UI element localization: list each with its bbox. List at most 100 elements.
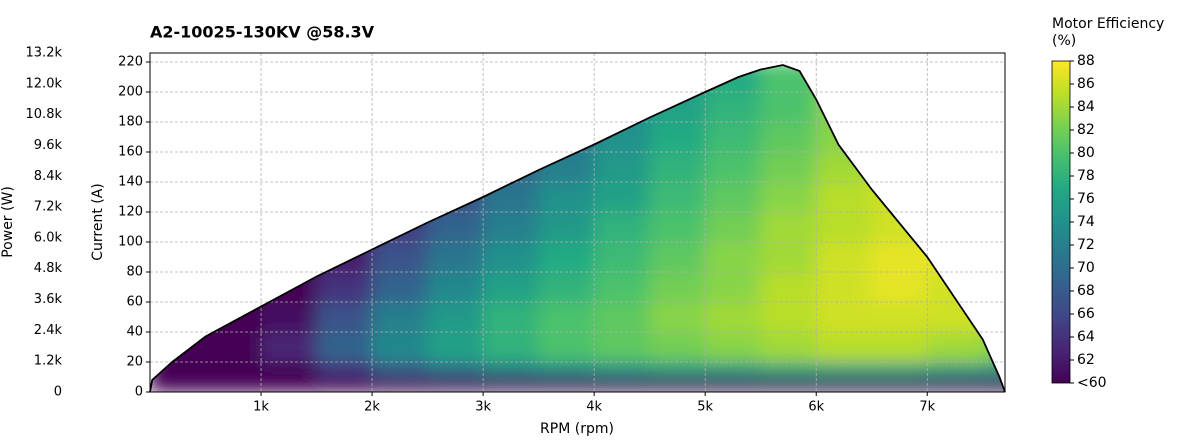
heat-cell xyxy=(815,65,873,93)
heat-cell xyxy=(427,241,484,273)
colorbar-tick-label: 66 xyxy=(1077,306,1095,322)
x-tick-label: 5k xyxy=(697,400,713,415)
heat-cell xyxy=(982,376,1005,392)
heat-cell xyxy=(982,121,1005,153)
heat-cell xyxy=(371,271,429,303)
heat-cell xyxy=(371,121,429,153)
colorbar-tick-label: 72 xyxy=(1077,237,1095,253)
heat-cell xyxy=(205,271,262,303)
heat-cell xyxy=(427,211,484,243)
y-tick-label: 60 xyxy=(126,295,143,310)
heat-cell xyxy=(760,181,817,213)
heat-cell xyxy=(593,151,651,183)
heat-cell xyxy=(593,121,651,153)
heat-cell xyxy=(150,65,207,93)
heat-cell xyxy=(371,301,429,333)
heat-cell xyxy=(760,121,817,153)
x-tick-label: 3k xyxy=(475,400,491,415)
x-tick-label: 6k xyxy=(808,400,824,415)
colorbar-tick-label: 78 xyxy=(1077,168,1095,184)
heat-cell xyxy=(649,181,706,213)
heat-cell xyxy=(760,271,817,303)
heat-cell xyxy=(760,301,817,333)
heat-cell xyxy=(871,121,928,153)
heat-cell xyxy=(815,301,873,333)
heat-cell xyxy=(371,91,429,123)
colorbar-tick-label: <60 xyxy=(1077,375,1107,391)
heat-cell xyxy=(815,331,873,363)
y-tick-label: 160 xyxy=(118,145,143,160)
colorbar xyxy=(1051,60,1071,384)
heat-cell xyxy=(760,151,817,183)
heat-cell xyxy=(427,121,484,153)
envelope-line xyxy=(149,64,1006,393)
heat-cell xyxy=(926,151,984,183)
heat-cell xyxy=(427,271,484,303)
heat-cell xyxy=(649,241,706,273)
heat-cell xyxy=(316,331,373,363)
heat-cell xyxy=(205,151,262,183)
chart-title: A2-10025-130KV @58.3V xyxy=(150,23,375,42)
heat-cell xyxy=(593,331,651,363)
heat-cell xyxy=(982,271,1005,303)
heat-cell xyxy=(871,181,928,213)
heat-cell xyxy=(427,301,484,333)
colorbar-tick-label: 70 xyxy=(1077,260,1095,276)
heat-cell xyxy=(482,151,540,183)
heat-cell xyxy=(150,211,207,243)
heat-cell xyxy=(982,241,1005,273)
heat-cell xyxy=(482,301,540,333)
heat-cell xyxy=(260,65,318,93)
heat-cell xyxy=(205,376,262,392)
heat-cell xyxy=(427,181,484,213)
y-tick-label: 220 xyxy=(118,55,143,70)
heat-cell xyxy=(926,331,984,363)
y2-tick-label: 0 xyxy=(54,385,62,400)
heat-cell xyxy=(593,241,651,273)
y2-tick-label: 3.6k xyxy=(34,292,63,307)
heat-cell xyxy=(482,211,540,243)
heat-cell xyxy=(704,361,762,378)
heat-cell xyxy=(427,151,484,183)
y2-tick-label: 1.2k xyxy=(34,354,63,369)
heat-cell xyxy=(150,181,207,213)
heat-cell xyxy=(704,331,762,363)
heat-cell xyxy=(150,301,207,333)
heat-cell xyxy=(871,151,928,183)
heat-cell xyxy=(371,65,429,93)
heat-cell xyxy=(150,151,207,183)
heat-cell xyxy=(316,151,373,183)
y2-tick-label: 8.4k xyxy=(34,169,63,184)
heat-cell xyxy=(371,376,429,392)
heat-cell xyxy=(260,301,318,333)
y-tick-label: 140 xyxy=(118,175,143,190)
heat-cell xyxy=(926,181,984,213)
heat-cell xyxy=(871,376,928,392)
heat-cell xyxy=(815,361,873,378)
heat-cell xyxy=(260,91,318,123)
heat-cell xyxy=(538,331,595,363)
heat-cell xyxy=(926,91,984,123)
heat-cell xyxy=(649,376,706,392)
heat-cell xyxy=(538,91,595,123)
heat-cell xyxy=(482,91,540,123)
heat-cell xyxy=(926,65,984,93)
heat-cell xyxy=(704,376,762,392)
colorbar-tick-label: 80 xyxy=(1077,145,1095,161)
heat-cell xyxy=(482,241,540,273)
y2-tick-label: 9.6k xyxy=(34,138,63,153)
heat-cell xyxy=(538,271,595,303)
heat-cell xyxy=(704,151,762,183)
heat-cell xyxy=(760,376,817,392)
heat-cell xyxy=(482,376,540,392)
heat-cell xyxy=(316,91,373,123)
x-tick-label: 2k xyxy=(364,400,380,415)
heat-cell xyxy=(926,211,984,243)
colorbar-tick-label: 84 xyxy=(1077,99,1095,115)
heat-cell xyxy=(760,331,817,363)
heat-cell xyxy=(871,211,928,243)
heat-cell xyxy=(205,121,262,153)
heat-cell xyxy=(760,241,817,273)
